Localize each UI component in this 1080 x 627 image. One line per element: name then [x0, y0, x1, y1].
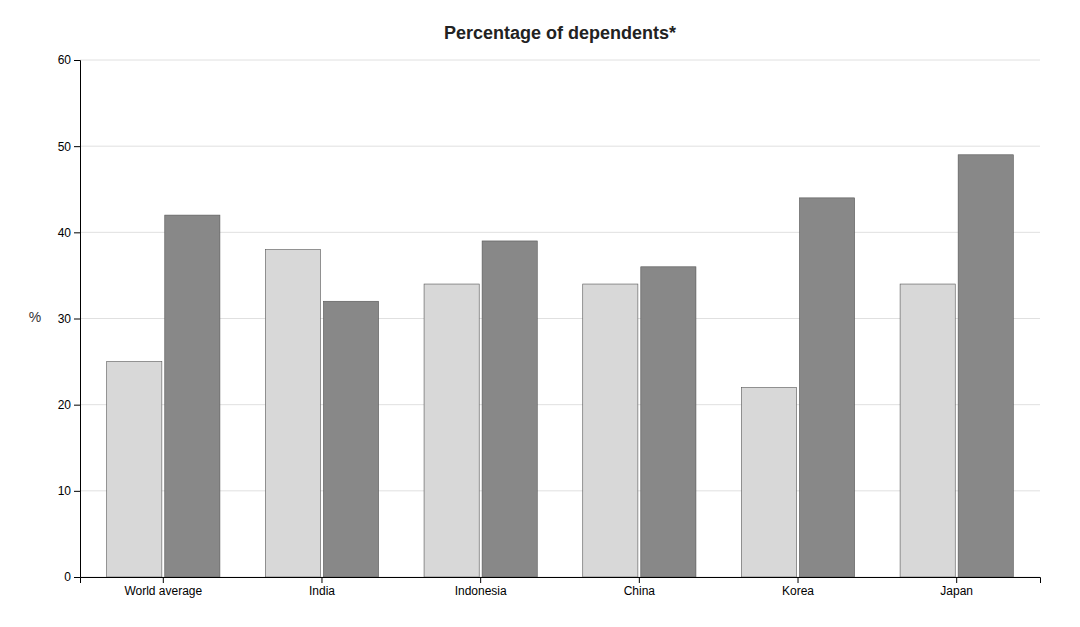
x-tick: Korea	[782, 577, 814, 598]
bar	[165, 215, 220, 577]
y-tick-mark	[74, 319, 80, 320]
x-tick-label: China	[624, 584, 656, 598]
bar	[323, 301, 378, 577]
chart-svg: 0 10 20 30 40 50 60 World average India Indonesia…	[0, 0, 1080, 627]
bar	[900, 284, 955, 577]
chart-container: 0 10 20 30 40 50 60 World average India Indonesia…	[0, 0, 1080, 627]
y-tick-mark	[74, 491, 80, 492]
x-tick-label: Korea	[782, 584, 814, 598]
y-tick: 30	[58, 312, 80, 326]
grid-line	[80, 490, 1040, 491]
bar	[583, 284, 638, 577]
y-tick-label: 20	[58, 398, 72, 412]
grid-line	[80, 146, 1040, 147]
x-tick-mark	[163, 577, 164, 583]
bar	[799, 198, 854, 577]
x-tick-label: Japan	[940, 584, 973, 598]
y-tick: 40	[58, 226, 80, 240]
y-tick: 50	[58, 140, 80, 154]
bar	[107, 362, 162, 577]
y-tick-label: 0	[64, 570, 71, 584]
bar	[641, 267, 696, 577]
y-tick-label: 60	[58, 53, 72, 67]
y-tick-label: 30	[58, 312, 72, 326]
x-tick-mark	[480, 577, 481, 583]
y-axis: 0 10 20 30 40 50 60	[58, 53, 81, 584]
grid-line	[80, 60, 1040, 61]
grid-line	[80, 318, 1040, 319]
bar	[482, 241, 537, 577]
x-tick: Indonesia	[455, 577, 507, 598]
x-axis: World average India Indonesia China Korea Jap…	[81, 577, 1041, 598]
y-tick-mark	[74, 577, 80, 578]
y-tick-mark	[74, 146, 80, 147]
x-tick-mark	[639, 577, 640, 583]
y-tick-label: 40	[58, 226, 72, 240]
grid-line	[80, 232, 1040, 233]
bar	[958, 155, 1013, 577]
x-tick-label: India	[309, 584, 335, 598]
bar	[265, 250, 320, 577]
y-tick: 0	[64, 570, 80, 584]
x-tick-label: World average	[124, 584, 202, 598]
grid-line	[80, 404, 1040, 405]
x-tick-mark	[956, 577, 957, 583]
y-axis-line	[74, 61, 81, 578]
y-tick: 60	[58, 53, 80, 67]
grid	[80, 60, 1040, 577]
x-tick: India	[309, 577, 335, 598]
bars	[107, 155, 1014, 577]
y-tick-label: 10	[58, 484, 72, 498]
x-tick: China	[624, 577, 656, 598]
plot-area: 0 10 20 30 40 50 60 World average India Indonesia…	[29, 53, 1041, 597]
y-axis-label: %	[29, 309, 41, 325]
y-tick-mark	[74, 232, 80, 233]
y-tick-mark	[74, 405, 80, 406]
y-tick: 20	[58, 398, 80, 412]
bar	[741, 387, 796, 577]
chart-title: Percentage of dependents*	[444, 23, 676, 43]
x-tick: World average	[124, 577, 202, 598]
y-tick-mark	[74, 60, 80, 61]
x-tick-mark	[798, 577, 799, 583]
x-tick: Japan	[940, 577, 973, 598]
bar	[424, 284, 479, 577]
bar-series	[165, 155, 1014, 577]
x-tick-label: Indonesia	[455, 584, 507, 598]
y-tick: 10	[58, 484, 80, 498]
y-tick-label: 50	[58, 140, 72, 154]
x-tick-mark	[321, 577, 322, 583]
x-axis-line	[81, 578, 1041, 584]
